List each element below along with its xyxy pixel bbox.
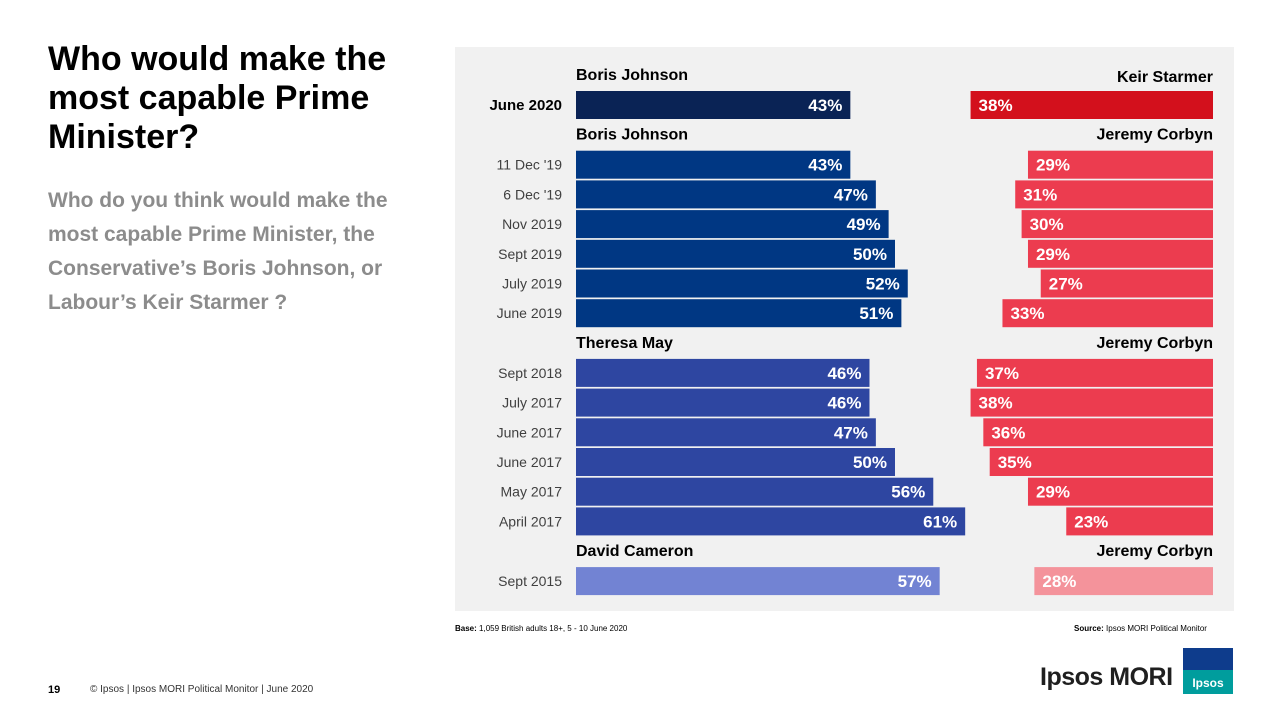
right-bar-value-label: 35%: [998, 453, 1032, 472]
logo-badge-text: Ipsos: [1192, 676, 1224, 690]
right-bar: [1040, 269, 1213, 298]
right-bar: [1021, 210, 1213, 239]
right-bar: [970, 388, 1213, 417]
question-text: Who do you think would make the most cap…: [48, 189, 388, 314]
left-bar-value-label: 50%: [853, 245, 887, 264]
source-text: Ipsos MORI Political Monitor: [1106, 624, 1207, 633]
right-bar: [1027, 477, 1213, 506]
left-leader-header: David Cameron: [576, 543, 693, 560]
right-leader-header: Jeremy Corbyn: [1097, 335, 1214, 352]
left-bar-value-label: 52%: [866, 275, 900, 294]
right-bar: [989, 448, 1213, 476]
right-bar: [1066, 507, 1213, 536]
right-bar: [1015, 180, 1213, 209]
right-bar: [976, 358, 1213, 387]
base-text: 1,059 British adults 18+, 5 - 10 June 20…: [479, 624, 628, 633]
right-bar: [1002, 299, 1213, 328]
row-date-label: Sept 2019: [498, 246, 562, 262]
pm-capability-chart: Boris Johnson Keir Starmer June 2020 43% 38%…: [489, 67, 1214, 596]
left-bar: [576, 180, 876, 209]
ipsos-mori-logo-text: Ipsos MORI: [1040, 663, 1173, 691]
left-bar: [576, 150, 851, 179]
left-bar-value-label: 61%: [923, 512, 957, 531]
left-bar-value-label: 47%: [834, 423, 868, 442]
left-bar-value-label: 47%: [834, 185, 868, 204]
left-bar: [576, 477, 934, 506]
copyright-text: © Ipsos | Ipsos MORI Political Monitor |…: [90, 684, 314, 695]
left-bar-value-label: 56%: [891, 483, 925, 502]
right-bar: [983, 418, 1213, 447]
right-bar: [1034, 567, 1213, 596]
right-leader-header: Keir Starmer: [1117, 69, 1213, 86]
base-note: Base: 1,059 British adults 18+, 5 - 10 J…: [455, 624, 627, 633]
row-date-label: June 2017: [497, 454, 563, 470]
row-date-label: June 2017: [497, 424, 563, 440]
row-date-label: Sept 2015: [498, 573, 562, 589]
right-bar-value-label: 27%: [1049, 275, 1083, 294]
left-bar: [576, 358, 870, 387]
right-leader-header: Jeremy Corbyn: [1097, 543, 1214, 560]
right-leader-header: Jeremy Corbyn: [1097, 127, 1214, 144]
right-bar: [1027, 150, 1213, 179]
left-bar-value-label: 46%: [827, 364, 861, 383]
left-bar: [576, 91, 851, 119]
left-bar: [576, 388, 870, 417]
row-date-label: June 2019: [497, 305, 563, 321]
right-bar-value-label: 28%: [1042, 572, 1076, 591]
left-bar: [576, 210, 889, 239]
right-bar-value-label: 38%: [979, 96, 1013, 115]
right-bar-value-label: 36%: [991, 423, 1025, 442]
left-bar: [576, 269, 908, 298]
row-date-label: July 2019: [502, 276, 562, 292]
ipsos-logo-icon: Ipsos: [1183, 648, 1233, 694]
left-bar-value-label: 51%: [859, 304, 893, 323]
left-bar-value-label: 49%: [847, 215, 881, 234]
left-bar-value-label: 46%: [827, 394, 861, 413]
row-date-label: Sept 2018: [498, 365, 562, 381]
left-leader-header: Boris Johnson: [576, 67, 688, 84]
row-date-label: June 2020: [489, 97, 562, 114]
row-date-label: May 2017: [501, 484, 563, 500]
left-bar: [576, 567, 940, 596]
right-bar: [970, 91, 1213, 119]
right-bar-value-label: 38%: [979, 394, 1013, 413]
left-leader-header: Theresa May: [576, 335, 673, 352]
left-bar-value-label: 57%: [898, 572, 932, 591]
page-title: Who would make the most capable Prime Mi…: [48, 40, 387, 156]
left-bar: [576, 239, 895, 268]
right-bar-value-label: 37%: [985, 364, 1019, 383]
row-date-label: July 2017: [502, 395, 562, 411]
source-label: Source:: [1074, 624, 1104, 633]
row-date-label: April 2017: [499, 513, 562, 529]
row-date-label: 11 Dec '19: [497, 157, 563, 173]
source-note: Source: Ipsos MORI Political Monitor: [1074, 624, 1207, 633]
right-bar: [1027, 239, 1213, 268]
left-bar-value-label: 43%: [808, 96, 842, 115]
right-bar-value-label: 33%: [1010, 304, 1044, 323]
right-bar-value-label: 29%: [1036, 483, 1070, 502]
left-bar: [576, 448, 895, 476]
right-bar-value-label: 29%: [1036, 156, 1070, 175]
left-bar: [576, 507, 966, 536]
right-bar-value-label: 31%: [1023, 185, 1057, 204]
row-date-label: Nov 2019: [502, 216, 562, 232]
left-bar: [576, 299, 902, 328]
left-leader-header: Boris Johnson: [576, 127, 688, 144]
right-bar-value-label: 29%: [1036, 245, 1070, 264]
left-bar: [576, 418, 876, 447]
chart-panel: Boris Johnson Keir Starmer June 2020 43% 38%…: [455, 47, 1234, 611]
page-number: 19: [48, 684, 61, 696]
row-date-label: 6 Dec '19: [503, 186, 562, 202]
base-label: Base:: [455, 624, 477, 633]
left-bar-value-label: 43%: [808, 156, 842, 175]
right-bar-value-label: 30%: [1030, 215, 1064, 234]
right-bar-value-label: 23%: [1074, 512, 1108, 531]
left-bar-value-label: 50%: [853, 453, 887, 472]
